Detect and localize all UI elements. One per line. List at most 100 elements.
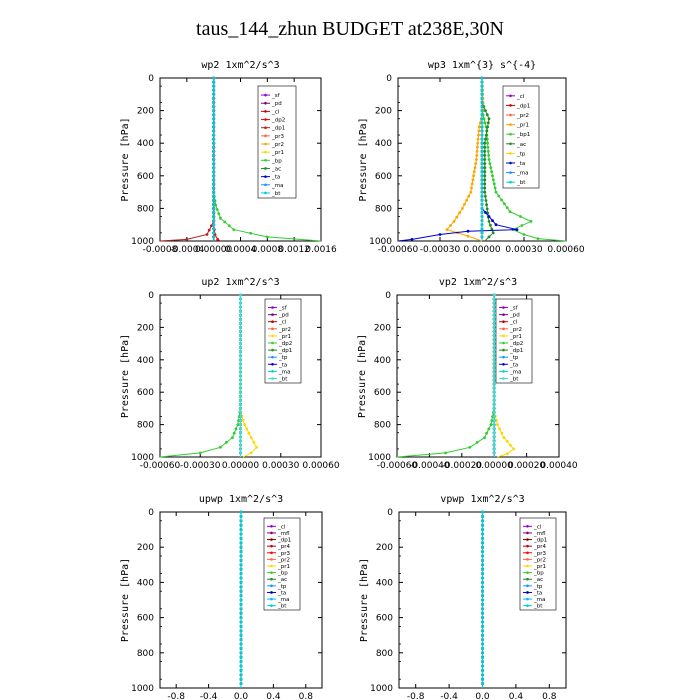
data-point xyxy=(490,170,493,174)
legend-marker xyxy=(264,134,267,138)
data-point xyxy=(212,125,216,129)
data-point xyxy=(492,350,496,354)
legend-marker xyxy=(271,341,274,345)
data-point xyxy=(481,638,484,641)
data-point xyxy=(492,366,496,370)
data-point xyxy=(487,220,491,223)
data-point xyxy=(492,301,496,305)
x-tick-label: -0.4 xyxy=(440,692,458,700)
x-tick-label: 0.0004 xyxy=(225,245,257,255)
legend-label: _tp xyxy=(509,355,519,361)
data-point xyxy=(207,228,211,232)
data-point xyxy=(483,166,487,170)
data-point xyxy=(239,378,242,382)
data-point xyxy=(486,145,490,149)
data-point xyxy=(481,594,484,597)
data-point xyxy=(474,162,478,166)
series-bt xyxy=(212,76,216,241)
data-point xyxy=(500,198,503,202)
legend-label: _mfl xyxy=(277,531,290,537)
data-point xyxy=(492,443,496,447)
data-point xyxy=(481,651,484,655)
data-point xyxy=(470,186,473,190)
y-tick-label: 400 xyxy=(137,356,154,366)
data-point xyxy=(212,211,216,214)
data-point xyxy=(239,451,242,455)
data-point xyxy=(483,162,487,166)
data-point xyxy=(483,182,487,186)
data-point xyxy=(480,158,484,161)
x-tick-label: -0.00060 xyxy=(377,461,418,471)
legend-marker xyxy=(271,348,274,352)
legend-label: _pr2 xyxy=(271,142,284,148)
data-point xyxy=(239,435,242,439)
y-tick-label: 600 xyxy=(376,614,393,624)
data-point xyxy=(239,338,242,341)
legend-label: _dp2 xyxy=(271,118,285,124)
legend-marker xyxy=(270,544,273,548)
data-point xyxy=(239,638,243,641)
legend-label: _ac xyxy=(277,577,287,583)
data-point xyxy=(483,436,486,439)
x-tick-label: 0.4 xyxy=(509,692,524,700)
data-point xyxy=(480,137,484,141)
legend-marker xyxy=(264,101,267,105)
data-point xyxy=(243,423,246,426)
data-point xyxy=(239,607,243,611)
data-point xyxy=(239,297,242,301)
data-point xyxy=(212,170,216,174)
data-point xyxy=(481,682,484,685)
series-line xyxy=(396,295,495,458)
y-tick-label: 0 xyxy=(148,74,154,84)
data-point xyxy=(239,603,243,606)
data-point xyxy=(480,182,484,186)
series-bt xyxy=(239,293,242,457)
data-point xyxy=(480,215,484,218)
legend-marker xyxy=(264,93,267,97)
legend-marker xyxy=(264,159,267,162)
data-point xyxy=(239,673,243,677)
data-point xyxy=(522,233,526,236)
data-point xyxy=(212,194,216,198)
data-point xyxy=(212,105,216,108)
data-point xyxy=(473,166,477,170)
x-tick-label: 0.8 xyxy=(299,692,314,700)
data-point xyxy=(483,141,487,145)
data-point xyxy=(492,293,496,297)
data-point xyxy=(492,411,496,414)
y-tick-label: 200 xyxy=(374,323,391,333)
data-point xyxy=(502,436,506,439)
legend-label: _ta xyxy=(271,175,280,181)
data-point xyxy=(217,212,221,216)
legend-label: _dp1 xyxy=(277,538,291,544)
legend-label: _ma xyxy=(533,597,545,603)
data-point xyxy=(212,109,216,112)
x-tick-label: 0.0 xyxy=(475,692,490,700)
y-tick-label: 200 xyxy=(137,107,154,117)
x-tick-label: -0.00060 xyxy=(378,245,419,255)
data-point xyxy=(410,238,414,241)
series-dp1 xyxy=(159,76,216,242)
data-point xyxy=(480,219,484,223)
series-pr1 xyxy=(445,76,485,242)
legend-label: _pr2 xyxy=(278,327,291,333)
legend-marker xyxy=(526,604,529,607)
data-point xyxy=(239,594,243,597)
data-point xyxy=(239,362,242,366)
data-point xyxy=(239,382,242,386)
legend-label: _pd xyxy=(271,101,282,107)
data-point xyxy=(239,443,242,447)
data-point xyxy=(492,362,496,366)
data-point xyxy=(212,182,216,186)
data-point xyxy=(483,178,487,182)
data-point xyxy=(481,655,484,659)
chart-title: up2 1xm^2/s^3 xyxy=(201,277,279,288)
data-point xyxy=(212,235,216,239)
y-tick-label: 400 xyxy=(137,578,154,588)
data-point xyxy=(481,523,484,527)
data-point xyxy=(483,121,487,125)
data-point xyxy=(239,532,243,536)
data-point xyxy=(485,113,489,117)
legend-box xyxy=(257,85,297,199)
data-point xyxy=(475,154,479,157)
